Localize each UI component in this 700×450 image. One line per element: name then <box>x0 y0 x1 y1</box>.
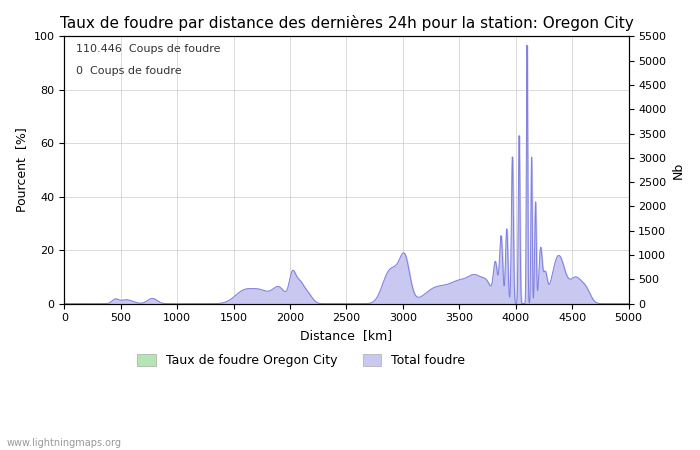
Text: 110.446  Coups de foudre: 110.446 Coups de foudre <box>76 45 220 54</box>
Text: 0  Coups de foudre: 0 Coups de foudre <box>76 66 181 76</box>
Text: www.lightningmaps.org: www.lightningmaps.org <box>7 438 122 448</box>
Y-axis label: Nb: Nb <box>672 162 685 179</box>
Legend: Taux de foudre Oregon City, Total foudre: Taux de foudre Oregon City, Total foudre <box>132 349 470 372</box>
X-axis label: Distance  [km]: Distance [km] <box>300 329 393 342</box>
Y-axis label: Pourcent  [%]: Pourcent [%] <box>15 128 28 212</box>
Title: Taux de foudre par distance des dernières 24h pour la station: Oregon City: Taux de foudre par distance des dernière… <box>60 15 634 31</box>
